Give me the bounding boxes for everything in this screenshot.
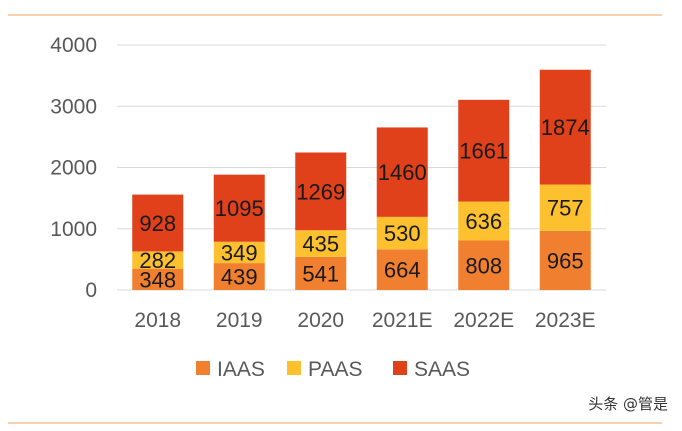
data-label-paas: 349 <box>221 240 258 265</box>
legend-swatch-paas <box>287 361 301 375</box>
data-label-paas: 530 <box>384 221 421 246</box>
bar-iaas <box>132 268 184 290</box>
x-tick-label: 2022E <box>453 309 514 332</box>
bar-iaas <box>539 230 591 290</box>
data-label-iaas: 439 <box>221 265 258 290</box>
x-tick-label: 2019 <box>216 309 263 332</box>
y-tick-label: 4000 <box>50 34 97 57</box>
data-label-iaas: 808 <box>465 253 502 278</box>
gridlines <box>117 44 606 291</box>
y-tick-label: 2000 <box>50 157 97 180</box>
legend-label-saas: SAAS <box>414 358 470 381</box>
y-tick-label: 1000 <box>50 218 97 241</box>
legend-swatch-saas <box>393 361 407 375</box>
data-label-saas: 1661 <box>459 139 508 164</box>
data-label-paas: 636 <box>465 209 502 234</box>
bar-saas <box>295 152 347 231</box>
data-label-iaas: 965 <box>547 248 584 273</box>
data-label-iaas: 348 <box>139 267 176 292</box>
bar-paas <box>539 184 591 231</box>
bar-saas <box>213 174 265 242</box>
bar-saas <box>458 99 510 202</box>
bar-iaas <box>295 256 347 290</box>
y-tick-label: 3000 <box>50 95 97 118</box>
bar-iaas <box>213 263 265 290</box>
bar-paas <box>213 241 265 264</box>
bar-paas <box>132 251 184 269</box>
bar-paas <box>458 201 510 241</box>
data-label-saas: 1460 <box>378 160 427 185</box>
bar-saas <box>132 194 184 252</box>
x-tick-label: 2020 <box>297 309 344 332</box>
data-label-paas: 435 <box>302 232 339 257</box>
data-label-saas: 1874 <box>541 115 590 140</box>
legend-label-paas: PAAS <box>308 358 362 381</box>
x-axis-ticks: 2018 2019 2020 2021E 2022E 2023E <box>134 309 595 332</box>
x-tick-label: 2021E <box>372 309 433 332</box>
watermark: 头条 @管是 <box>588 395 668 413</box>
data-label-saas: 928 <box>139 211 176 236</box>
bar-iaas <box>458 240 510 290</box>
bar-saas <box>539 69 591 185</box>
legend-label-iaas: IAAS <box>217 358 265 381</box>
legend-swatch-iaas <box>196 361 210 375</box>
data-label-iaas: 541 <box>302 261 339 286</box>
y-axis-ticks: 0 1000 2000 3000 4000 <box>50 34 97 302</box>
data-label-iaas: 664 <box>384 258 421 283</box>
y-tick-label: 0 <box>85 279 97 302</box>
bars <box>132 69 591 290</box>
bar-paas <box>295 230 347 257</box>
x-tick-label: 2023E <box>535 309 596 332</box>
bar-saas <box>376 127 428 217</box>
data-label-saas: 1269 <box>296 179 345 204</box>
data-label-saas: 1095 <box>215 196 264 221</box>
legend: IAAS PAAS SAAS <box>196 358 470 381</box>
data-label-paas: 757 <box>547 196 584 221</box>
data-label-paas: 282 <box>139 248 176 273</box>
x-tick-label: 2018 <box>134 309 181 332</box>
bar-paas <box>376 216 428 250</box>
bar-iaas <box>376 249 428 290</box>
